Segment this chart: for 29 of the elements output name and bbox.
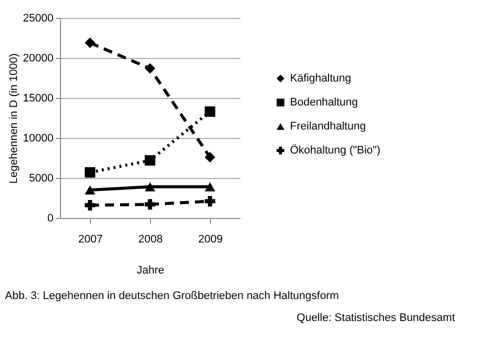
legend-label: Käfighaltung <box>290 72 352 84</box>
x-tick-label: 2008 <box>138 234 163 246</box>
point <box>204 152 216 162</box>
point <box>84 167 96 178</box>
point <box>84 38 96 48</box>
point <box>144 155 156 166</box>
point <box>84 185 96 195</box>
x-axis-title: Jahre <box>136 264 164 276</box>
x-tick-label: 2007 <box>78 234 103 246</box>
point <box>204 106 216 117</box>
point <box>144 199 156 210</box>
caption: Abb. 3: Legehennen in deutschen Großbetrieben nach Haltungsform <box>5 290 339 302</box>
y-tick-label: 0 <box>47 212 54 224</box>
point <box>144 63 156 74</box>
legend-label: Freilandhaltung <box>290 120 366 132</box>
point <box>144 182 156 192</box>
point <box>204 196 216 206</box>
source-note: Quelle: Statistisches Bundesamt <box>296 312 455 324</box>
y-tick-label: 5000 <box>29 172 54 184</box>
y-tick-label: 15000 <box>22 92 54 104</box>
x-tick-label: 2009 <box>198 234 223 246</box>
y-tick-label: 10000 <box>22 132 54 144</box>
legend-label: Ökohaltung ("Bio") <box>290 144 380 156</box>
point <box>84 200 96 210</box>
legend-label: Bodenhaltung <box>290 96 358 108</box>
y-tick-label: 20000 <box>22 52 54 64</box>
y-tick-label: 25000 <box>22 12 54 24</box>
point <box>204 182 216 192</box>
y-axis-title: Legehennen in D (in 1000) <box>8 53 20 184</box>
